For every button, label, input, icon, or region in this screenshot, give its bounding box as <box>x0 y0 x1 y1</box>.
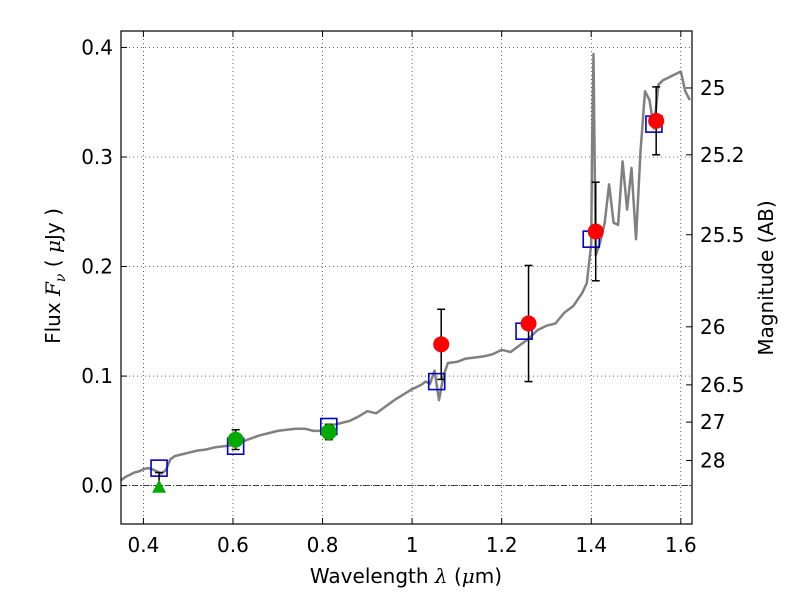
flux-point <box>648 112 665 129</box>
y-tick-label: 0.0 <box>81 474 113 498</box>
x-axis-label: Wavelength λ (μm) <box>310 564 502 588</box>
flux-point <box>227 431 244 448</box>
right-tick-label: 28 <box>700 448 725 472</box>
plot-frame <box>120 30 693 525</box>
y-tick-label: 0.4 <box>81 35 113 59</box>
y-tick-label: 0.1 <box>81 364 113 388</box>
spectrum-line <box>120 52 691 482</box>
right-tick-label: 26 <box>700 315 725 339</box>
right-tick-label: 25.5 <box>700 223 745 247</box>
x-tick-label: 0.4 <box>127 533 159 557</box>
flux-point <box>433 336 450 353</box>
plot-series <box>120 52 691 493</box>
y-axis-label: Flux Fν ( μJy ) <box>41 208 69 344</box>
x-tick-label: 1.2 <box>486 533 518 557</box>
flux-point <box>320 423 337 440</box>
axis-ticks: 0.4 0.6 0.8 1 1.2 1.4 1.6 0.0 0.1 0.2 0.3 0.4 25 25.2… <box>81 31 745 557</box>
flux-point <box>587 223 604 240</box>
right-tick-label: 27 <box>700 410 725 434</box>
right-tick-label: 26.5 <box>700 373 745 397</box>
y-tick-label: 0.3 <box>81 145 113 169</box>
x-tick-label: 0.6 <box>217 533 249 557</box>
model-flux-square <box>427 372 446 391</box>
right-axis-label: Magnitude (AB) <box>754 200 778 355</box>
x-tick-label: 1.6 <box>665 533 697 557</box>
right-tick-label: 25 <box>700 76 725 100</box>
upper-limit-triangle <box>152 479 167 493</box>
x-tick-label: 1.4 <box>575 533 607 557</box>
y-tick-label: 0.2 <box>81 255 113 279</box>
x-tick-label: 0.8 <box>307 533 339 557</box>
flux-point <box>520 315 537 332</box>
x-tick-label: 1 <box>406 533 419 557</box>
right-tick-label: 25.2 <box>700 143 745 167</box>
